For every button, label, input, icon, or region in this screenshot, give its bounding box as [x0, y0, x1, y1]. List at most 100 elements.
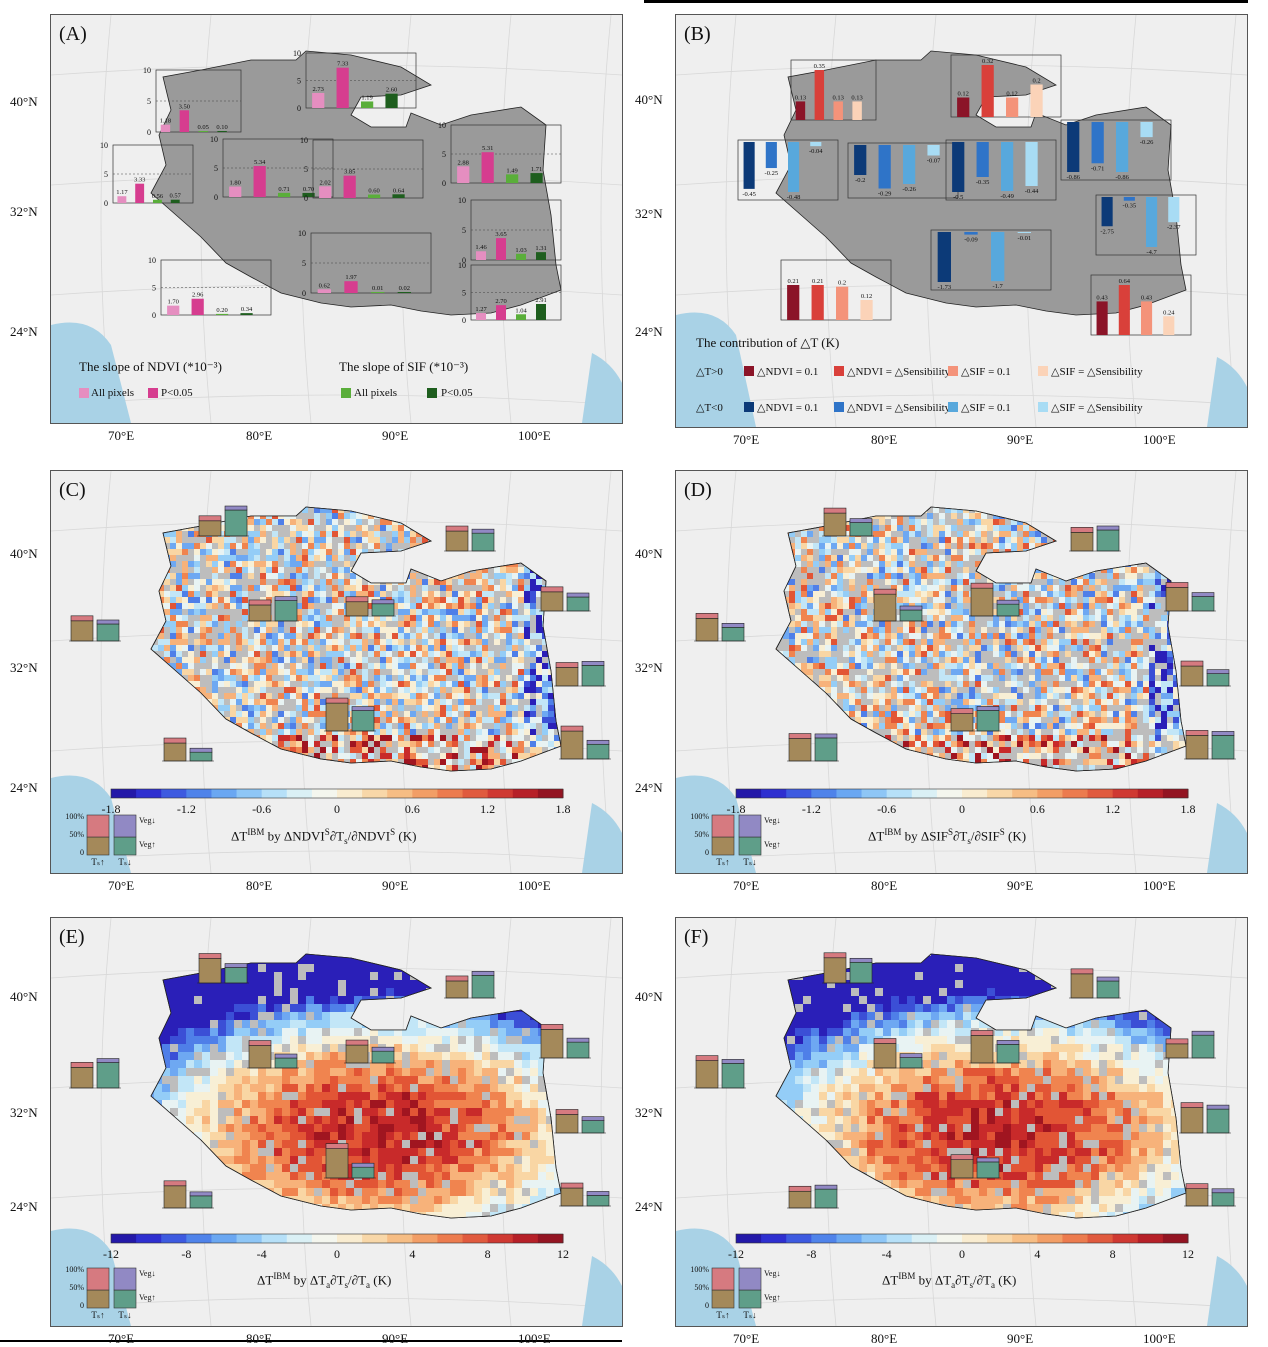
raster-cell — [843, 675, 849, 681]
raster-cell — [903, 687, 909, 693]
raster-cell — [506, 639, 512, 645]
raster-cell — [512, 651, 518, 657]
raster-cell — [825, 645, 831, 651]
raster-cell — [506, 633, 512, 639]
raster-cell — [320, 615, 326, 621]
raster-cell — [290, 591, 296, 597]
sif-sig-label: P<0.05 — [441, 387, 473, 399]
raster-cell — [236, 645, 242, 651]
raster-cell — [524, 723, 530, 729]
raster-cell — [819, 627, 825, 633]
slope-bar-label: 0.64 — [393, 187, 405, 194]
raster-cell — [194, 681, 200, 687]
raster-cell — [987, 663, 993, 669]
raster-cell — [266, 705, 272, 711]
raster-cell — [332, 519, 338, 525]
raster-cell — [548, 741, 554, 747]
raster-cell — [1161, 723, 1167, 729]
ts-up-cap — [326, 698, 348, 703]
raster-cell — [536, 651, 542, 657]
raster-cell — [897, 519, 903, 525]
raster-cell — [1119, 597, 1125, 603]
raster-cell — [530, 711, 536, 717]
ndvi-sig-label: P<0.05 — [161, 387, 193, 399]
raster-cell — [296, 573, 302, 579]
raster-cell — [356, 657, 362, 663]
raster-cell — [452, 609, 458, 615]
raster-cell — [1113, 621, 1119, 627]
raster-cell — [999, 519, 1005, 525]
raster-cell — [999, 525, 1005, 531]
contribution-bar — [1168, 197, 1179, 222]
raster-cell — [951, 657, 957, 663]
raster-cell — [1161, 633, 1167, 639]
raster-cell — [1113, 663, 1119, 669]
raster-cell — [819, 663, 825, 669]
raster-cell — [1053, 693, 1059, 699]
raster-cell — [254, 561, 260, 567]
contribution-bar-label: -0.86 — [1066, 174, 1080, 181]
slope-bar-label: 1.03 — [515, 247, 526, 254]
raster-cell — [867, 645, 873, 651]
raster-cell — [422, 663, 428, 669]
raster-cell — [254, 585, 260, 591]
raster-cell — [993, 687, 999, 693]
raster-cell — [398, 741, 404, 747]
raster-cell — [1137, 687, 1143, 693]
raster-cell — [1149, 645, 1155, 651]
raster-cell — [434, 651, 440, 657]
raster-cell — [915, 657, 921, 663]
raster-cell — [290, 729, 296, 735]
raster-cell — [1065, 687, 1071, 693]
raster-cell — [963, 693, 969, 699]
raster-cell — [398, 591, 404, 597]
raster-cell — [338, 567, 344, 573]
slope-bar — [516, 314, 526, 320]
raster-cell — [1011, 687, 1017, 693]
raster-cell — [1065, 723, 1071, 729]
raster-cell — [867, 597, 873, 603]
raster-cell — [957, 615, 963, 621]
raster-cell — [470, 615, 476, 621]
raster-cell — [494, 699, 500, 705]
ts-down-cap — [190, 748, 212, 752]
raster-cell — [1077, 693, 1083, 699]
raster-cell — [506, 579, 512, 585]
raster-cell — [380, 693, 386, 699]
raster-cell — [500, 657, 506, 663]
stack-legend-tick: 50% — [69, 830, 84, 839]
raster-cell — [530, 687, 536, 693]
raster-cell — [296, 561, 302, 567]
raster-cell — [813, 603, 819, 609]
raster-cell — [530, 675, 536, 681]
raster-cell — [1011, 663, 1017, 669]
raster-cell — [476, 609, 482, 615]
raster-cell — [218, 651, 224, 657]
raster-cell — [933, 573, 939, 579]
raster-cell — [1017, 585, 1023, 591]
contribution-bar-label: -0.29 — [878, 191, 892, 198]
raster-cell — [1107, 693, 1113, 699]
raster-cell — [939, 699, 945, 705]
raster-cell — [945, 537, 951, 543]
raster-cell — [1077, 711, 1083, 717]
raster-cell — [518, 567, 524, 573]
raster-cell — [1113, 687, 1119, 693]
raster-cell — [927, 609, 933, 615]
raster-cell — [927, 681, 933, 687]
raster-cell — [284, 735, 290, 741]
raster-cell — [500, 747, 506, 753]
raster-cell — [218, 681, 224, 687]
raster-cell — [410, 681, 416, 687]
raster-cell — [224, 645, 230, 651]
slope-bar-label: 2.60 — [386, 87, 397, 94]
raster-cell — [849, 573, 855, 579]
raster-cell — [296, 525, 302, 531]
raster-cell — [224, 555, 230, 561]
contribution-bar — [796, 101, 805, 120]
raster-cell — [242, 609, 248, 615]
raster-cell — [224, 627, 230, 633]
raster-cell — [1023, 525, 1029, 531]
raster-cell — [308, 549, 314, 555]
